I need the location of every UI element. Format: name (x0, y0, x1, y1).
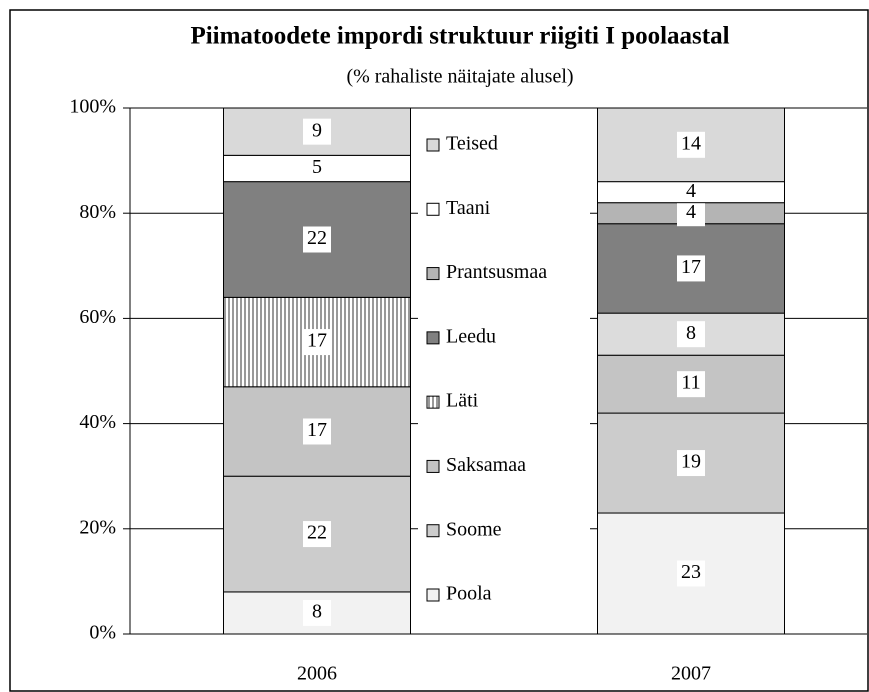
data-label: 23 (681, 561, 701, 583)
legend-label: Teised (446, 133, 498, 155)
data-label: 14 (681, 132, 701, 154)
label-box (303, 418, 331, 445)
legend-swatch (426, 524, 440, 538)
label-box (677, 255, 705, 282)
legend-label: Prantsusmaa (446, 261, 547, 283)
y-tick-label: 80% (79, 201, 116, 223)
data-label: 11 (681, 372, 700, 394)
data-label: 4 (686, 180, 696, 202)
label-box (677, 321, 705, 348)
label-box (677, 371, 705, 398)
legend-swatch (426, 395, 440, 409)
data-label: 22 (307, 522, 327, 544)
data-label: 8 (312, 601, 322, 623)
legend-swatch (426, 331, 440, 345)
data-label: 17 (307, 330, 327, 352)
y-tick-label: 60% (79, 306, 116, 328)
legend-swatch (426, 202, 440, 216)
data-label: 9 (312, 119, 322, 141)
legend-swatch (426, 588, 440, 602)
chart-subtitle: (% rahaliste näitajate alusel) (346, 66, 573, 88)
label-box (303, 226, 331, 253)
label-box (303, 521, 331, 548)
legend-swatch (426, 138, 440, 152)
legend-label: Leedu (446, 325, 496, 347)
data-label: 5 (312, 156, 322, 178)
label-box (303, 599, 331, 626)
label-box (677, 200, 705, 227)
label-box (303, 118, 331, 145)
legend-label: Saksamaa (446, 454, 526, 476)
legend-swatch (426, 267, 440, 281)
label-box (677, 450, 705, 477)
legend-label: Taani (446, 197, 491, 219)
legend-label: Läti (446, 390, 479, 412)
chart-title: Piimatoodete impordi struktuur riigiti I… (190, 23, 729, 50)
y-tick-label: 20% (79, 516, 116, 538)
y-tick-label: 40% (79, 411, 116, 433)
legend-label: Poola (446, 583, 492, 605)
x-tick-label: 2007 (671, 663, 711, 685)
y-tick-label: 0% (89, 622, 116, 644)
legend-label: Soome (446, 518, 502, 540)
legend-bg (418, 115, 590, 615)
data-label: 4 (686, 201, 696, 223)
y-tick-label: 100% (69, 96, 116, 118)
data-label: 22 (307, 227, 327, 249)
data-label: 17 (307, 419, 327, 441)
data-label: 19 (681, 451, 701, 473)
bar-segment (223, 154, 411, 183)
legend-swatch (426, 459, 440, 473)
data-label: 17 (681, 256, 701, 278)
label-box (677, 560, 705, 587)
x-tick-label: 2006 (297, 663, 337, 685)
label-box (677, 131, 705, 158)
data-label: 8 (686, 322, 696, 344)
label-box (303, 329, 331, 356)
